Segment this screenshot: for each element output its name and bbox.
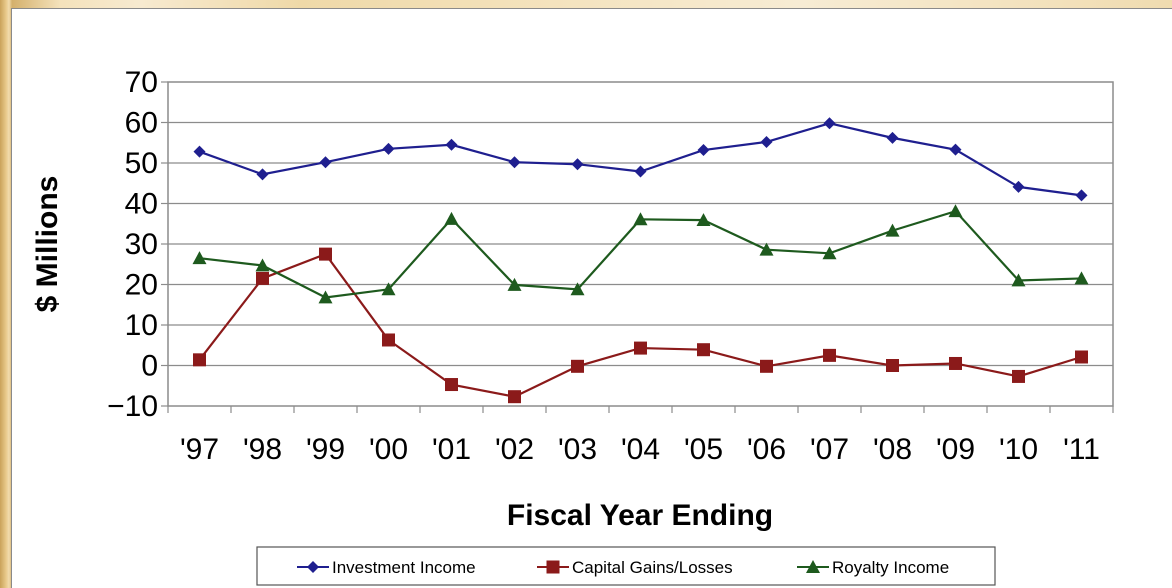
- x-tick-label-13: '10: [999, 433, 1038, 466]
- x-tick-label-1: '98: [243, 433, 282, 466]
- legend-marker-2: [806, 560, 820, 573]
- data-point-2-3: [381, 282, 396, 296]
- x-axis-title: Fiscal Year Ending: [507, 499, 773, 532]
- x-tick-label-14: '11: [1063, 433, 1100, 466]
- data-point-2-2: [318, 290, 333, 304]
- y-axis-ticks: −10 0 10 20 30 40 50 60 70: [107, 66, 168, 423]
- data-point-0-0: [193, 145, 206, 158]
- data-point-1-12: [949, 356, 962, 370]
- x-tick-label-9: '06: [747, 433, 786, 466]
- series-capital-gains-losses: [193, 247, 1088, 404]
- series-royalty-income: [192, 204, 1089, 304]
- x-tick-label-6: '03: [558, 433, 597, 466]
- x-tick-label-4: '01: [432, 433, 471, 466]
- legend-marker-0: [307, 561, 319, 573]
- data-point-1-5: [508, 390, 521, 404]
- data-point-0-5: [508, 156, 521, 169]
- data-point-0-14: [1075, 189, 1088, 202]
- data-point-1-6: [571, 359, 584, 373]
- data-point-0-1: [256, 168, 269, 181]
- data-point-1-1: [256, 271, 269, 285]
- data-point-2-6: [570, 282, 585, 296]
- y-tick-label-30: 30: [125, 228, 158, 261]
- y-tick-label-40: 40: [125, 188, 158, 221]
- legend-marker-1: [546, 560, 560, 574]
- legend-items: Investment Income Capital Gains/Losses Roy…: [297, 558, 949, 577]
- data-point-1-3: [382, 333, 395, 347]
- data-point-0-6: [571, 158, 584, 171]
- data-point-0-8: [697, 144, 710, 157]
- x-tick-label-10: '07: [810, 433, 849, 466]
- y-tick-label-50: 50: [125, 147, 158, 180]
- data-point-2-7: [633, 212, 648, 226]
- y-tick-label--10: −10: [107, 390, 158, 423]
- data-point-2-4: [444, 211, 459, 225]
- data-point-2-13: [1011, 273, 1026, 287]
- data-point-2-12: [948, 204, 963, 218]
- data-point-2-9: [759, 242, 774, 256]
- data-point-0-2: [319, 156, 332, 169]
- y-tick-label-60: 60: [125, 107, 158, 140]
- x-tick-label-5: '02: [495, 433, 534, 466]
- x-tick-label-7: '04: [621, 433, 660, 466]
- data-point-0-12: [949, 143, 962, 156]
- data-point-1-14: [1075, 350, 1088, 364]
- y-tick-label-70: 70: [125, 66, 158, 99]
- data-point-1-2: [319, 247, 332, 261]
- data-point-2-5: [507, 277, 522, 291]
- x-tick-label-3: '00: [369, 433, 408, 466]
- legend-label-2: Royalty Income: [832, 558, 949, 577]
- data-point-2-1: [255, 258, 270, 272]
- series-group: [192, 117, 1089, 404]
- x-tick-label-8: '05: [684, 433, 723, 466]
- legend-label-1: Capital Gains/Losses: [572, 558, 733, 577]
- data-point-0-11: [886, 131, 899, 144]
- data-point-1-8: [697, 343, 710, 357]
- legend: Investment Income Capital Gains/Losses Roy…: [256, 546, 996, 586]
- data-point-0-10: [823, 117, 836, 130]
- data-point-1-7: [634, 341, 647, 355]
- y-tick-label-10: 10: [125, 309, 158, 342]
- legend-label-0: Investment Income: [332, 558, 476, 577]
- data-point-2-10: [822, 246, 837, 260]
- data-point-0-4: [445, 138, 458, 151]
- y-axis-title: $ Millions: [31, 176, 64, 313]
- x-tick-label-12: '09: [936, 433, 975, 466]
- data-point-0-13: [1012, 180, 1025, 193]
- data-point-2-0: [192, 251, 207, 265]
- data-point-1-10: [823, 348, 836, 362]
- data-point-2-11: [885, 223, 900, 237]
- data-point-2-8: [696, 213, 711, 227]
- data-point-1-9: [760, 359, 773, 373]
- y-tick-label-0: 0: [141, 350, 158, 383]
- x-tick-label-11: '08: [873, 433, 912, 466]
- x-tick-label-2: '99: [306, 433, 345, 466]
- data-point-0-3: [382, 142, 395, 155]
- legend-box: [256, 546, 996, 586]
- x-tick-label-0: '97: [180, 433, 219, 466]
- data-point-1-13: [1012, 369, 1025, 383]
- y-tick-label-20: 20: [125, 269, 158, 302]
- series-investment-income: [193, 117, 1088, 202]
- data-point-2-14: [1074, 271, 1089, 285]
- data-point-0-9: [760, 135, 773, 148]
- data-point-1-11: [886, 359, 899, 372]
- data-point-1-0: [193, 353, 206, 367]
- data-point-0-7: [634, 165, 647, 178]
- x-axis-ticks: '97 '98 '99 '00 '01 '02 '03 '04 '05 '06 '07 '08 '09 '…: [167, 406, 1114, 466]
- data-point-1-4: [445, 378, 458, 392]
